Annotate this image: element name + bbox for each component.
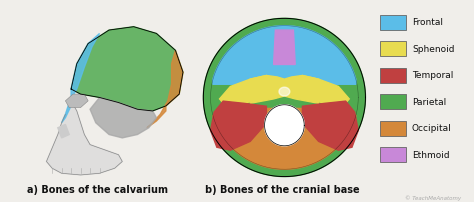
Polygon shape	[219, 76, 277, 107]
Polygon shape	[213, 26, 356, 85]
Polygon shape	[46, 101, 122, 175]
Text: Frontal: Frontal	[412, 18, 443, 27]
Polygon shape	[147, 51, 183, 128]
Polygon shape	[302, 102, 358, 150]
Polygon shape	[58, 125, 69, 138]
Polygon shape	[62, 34, 100, 123]
FancyBboxPatch shape	[380, 147, 406, 162]
FancyBboxPatch shape	[380, 68, 406, 83]
Polygon shape	[210, 102, 266, 150]
Text: b) Bones of the cranial base: b) Bones of the cranial base	[205, 184, 359, 194]
FancyBboxPatch shape	[380, 95, 406, 110]
Polygon shape	[273, 31, 295, 65]
FancyBboxPatch shape	[380, 42, 406, 57]
Text: Sphenoid: Sphenoid	[412, 45, 455, 54]
Polygon shape	[65, 95, 88, 108]
Text: © TeachMeAnatomy: © TeachMeAnatomy	[405, 194, 461, 200]
Polygon shape	[279, 88, 290, 97]
Polygon shape	[213, 109, 356, 169]
Polygon shape	[292, 76, 349, 107]
Polygon shape	[203, 19, 365, 177]
Polygon shape	[90, 98, 156, 138]
FancyBboxPatch shape	[380, 16, 406, 31]
Polygon shape	[250, 76, 319, 104]
Text: Occipital: Occipital	[412, 124, 452, 133]
FancyBboxPatch shape	[380, 121, 406, 136]
Text: a) Bones of the calvarium: a) Bones of the calvarium	[27, 184, 168, 194]
Text: Temporal: Temporal	[412, 71, 453, 80]
Polygon shape	[71, 27, 183, 111]
Polygon shape	[264, 105, 304, 146]
Text: Ethmoid: Ethmoid	[412, 150, 449, 159]
Text: Parietal: Parietal	[412, 97, 446, 106]
